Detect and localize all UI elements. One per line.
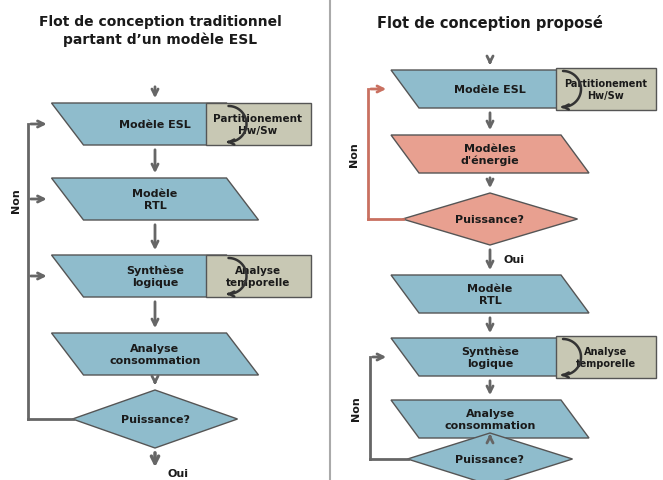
Text: Analyse
temporelle: Analyse temporelle [576,347,636,368]
Text: Synthèse
logique: Synthèse logique [461,346,519,368]
Polygon shape [391,71,589,109]
Text: Puissance?: Puissance? [455,454,524,464]
Text: Analyse
consommation: Analyse consommation [109,344,201,365]
Polygon shape [408,433,572,480]
Text: Flot de conception proposé: Flot de conception proposé [377,15,603,31]
Text: Non: Non [351,396,361,420]
Polygon shape [52,333,259,375]
Text: Oui: Oui [167,468,188,478]
Text: Partitionement
Hw/Sw: Partitionement Hw/Sw [564,79,648,101]
Polygon shape [52,255,259,298]
Polygon shape [391,400,589,438]
Polygon shape [72,390,237,448]
Text: Modèle ESL: Modèle ESL [454,85,526,95]
Text: Modèle
RTL: Modèle RTL [467,284,512,305]
Text: Synthèse
logique: Synthèse logique [126,265,184,288]
Polygon shape [402,193,577,245]
Text: Modèles
d'énergie: Modèles d'énergie [461,144,519,166]
FancyBboxPatch shape [206,104,310,146]
Polygon shape [391,136,589,174]
Text: Modèle ESL: Modèle ESL [119,120,191,130]
FancyBboxPatch shape [206,255,310,298]
Text: Flot de conception traditionnel
partant d’un modèle ESL: Flot de conception traditionnel partant … [38,15,281,47]
Polygon shape [52,104,259,146]
Polygon shape [52,179,259,220]
Text: Non: Non [11,188,21,213]
Polygon shape [391,276,589,313]
Text: Analyse
temporelle: Analyse temporelle [226,265,290,287]
Text: Oui: Oui [504,254,525,264]
FancyBboxPatch shape [556,336,656,378]
Text: Modèle
RTL: Modèle RTL [133,189,178,210]
FancyBboxPatch shape [556,69,656,111]
Text: Non: Non [349,143,359,167]
Text: Analyse
consommation: Analyse consommation [444,408,536,430]
Polygon shape [391,338,589,376]
Text: Puissance?: Puissance? [455,215,524,225]
Text: Partitionement
Hw/Sw: Partitionement Hw/Sw [213,114,302,135]
Text: Puissance?: Puissance? [121,414,190,424]
